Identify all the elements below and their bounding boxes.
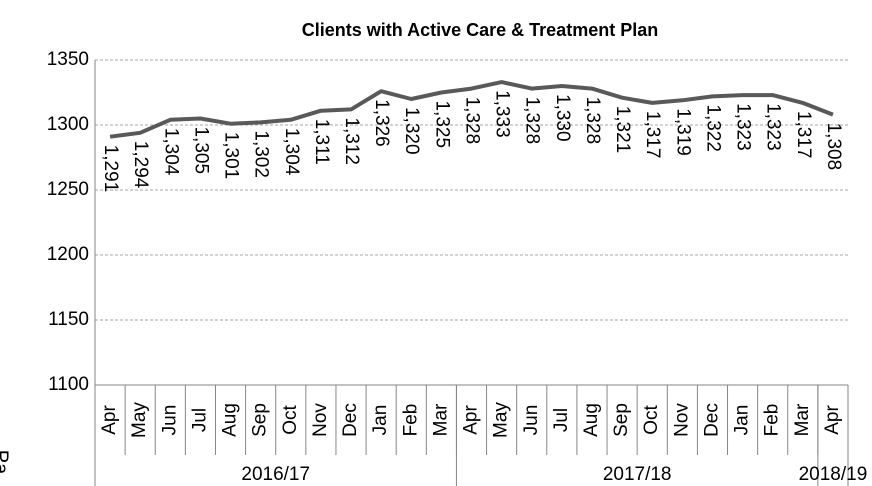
x-tick-label: Jan bbox=[370, 405, 391, 436]
x-tick-label: Feb bbox=[762, 404, 783, 437]
x-tick-label: Aug bbox=[220, 403, 241, 437]
x-tick-label: Sep bbox=[250, 403, 271, 437]
data-label: 1,317 bbox=[642, 111, 663, 159]
data-label: 1,312 bbox=[341, 117, 362, 165]
data-label: 1,302 bbox=[251, 130, 272, 178]
y-tick-label: 1300 bbox=[47, 114, 89, 135]
data-label: 1,301 bbox=[221, 132, 242, 180]
data-label: 1,328 bbox=[582, 97, 603, 145]
y-tick-label: 1200 bbox=[47, 244, 89, 265]
group-label: 2017/18 bbox=[603, 464, 672, 485]
data-label: 1,333 bbox=[492, 90, 513, 138]
data-label: 1,304 bbox=[160, 128, 181, 176]
data-label: 1,294 bbox=[130, 141, 151, 189]
group-label: 2018/19 bbox=[799, 464, 868, 485]
data-label: 1,320 bbox=[401, 107, 422, 155]
x-tick-label: Apr bbox=[822, 405, 843, 435]
x-tick-label: Oct bbox=[641, 405, 662, 435]
x-tick-label: Jul bbox=[551, 408, 572, 432]
x-tick-label: Sep bbox=[611, 403, 632, 437]
x-tick-label: Aug bbox=[581, 403, 602, 437]
y-tick-label: 1150 bbox=[48, 309, 89, 330]
data-label: 1,291 bbox=[100, 145, 121, 193]
data-label: 1,319 bbox=[672, 108, 693, 156]
data-label: 1,305 bbox=[190, 127, 211, 175]
x-tick-label: Mar bbox=[430, 403, 451, 436]
data-label: 1,326 bbox=[371, 99, 392, 147]
x-tick-label: May bbox=[491, 402, 512, 438]
data-label: 1,308 bbox=[823, 123, 844, 171]
x-tick-label: Dec bbox=[340, 403, 361, 437]
x-tick-label: Nov bbox=[310, 403, 331, 437]
data-label: 1,330 bbox=[552, 94, 573, 142]
x-tick-label: Feb bbox=[400, 404, 421, 437]
data-label: 1,328 bbox=[461, 97, 482, 145]
x-tick-label: May bbox=[129, 402, 150, 438]
data-line bbox=[109, 80, 834, 139]
data-label: 1,304 bbox=[281, 128, 302, 176]
x-tick-label: Jun bbox=[159, 405, 180, 436]
chart-title: Clients with Active Care & Treatment Pla… bbox=[302, 20, 658, 40]
data-label: 1,321 bbox=[612, 106, 633, 154]
data-label: 1,325 bbox=[431, 101, 452, 149]
y-tick-label: 1350 bbox=[47, 49, 89, 70]
data-label: 1,322 bbox=[702, 104, 723, 152]
side-text: Pa bbox=[0, 450, 12, 475]
x-tick-label: Apr bbox=[99, 405, 120, 435]
data-label: 1,328 bbox=[522, 97, 543, 145]
data-label: 1,311 bbox=[311, 119, 332, 165]
x-tick-label: Jun bbox=[521, 405, 542, 436]
group-label: 2016/17 bbox=[241, 464, 310, 485]
data-label: 1,323 bbox=[733, 103, 754, 151]
x-tick-label: Jan bbox=[732, 405, 753, 436]
x-tick-label: Apr bbox=[461, 405, 482, 435]
x-tick-label: Jul bbox=[189, 408, 210, 432]
x-tick-label: Dec bbox=[701, 403, 722, 437]
x-tick-label: Mar bbox=[792, 403, 813, 436]
x-tick-label: Nov bbox=[671, 403, 692, 437]
data-label: 1,317 bbox=[793, 111, 814, 159]
x-tick-label: Oct bbox=[280, 405, 301, 435]
y-tick-label: 1100 bbox=[48, 374, 89, 395]
data-label: 1,323 bbox=[763, 103, 784, 151]
y-tick-label: 1250 bbox=[47, 179, 89, 200]
